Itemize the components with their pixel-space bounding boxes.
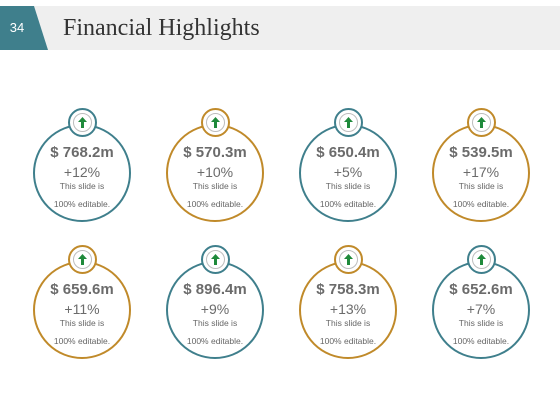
- badge: [467, 108, 496, 137]
- metric-note: This slide is: [325, 181, 371, 191]
- metric-ring: [33, 124, 131, 222]
- badge: [201, 245, 230, 274]
- metric-note: This slide is: [325, 318, 371, 328]
- metric-amount: $ 650.4m: [316, 144, 380, 161]
- title-bar: [0, 6, 560, 50]
- up-arrow-icon: [78, 254, 87, 265]
- metric-change: +12%: [63, 164, 101, 180]
- metric-amount: $ 539.5m: [449, 144, 513, 161]
- metric-note: 100% editable.: [53, 199, 111, 209]
- metric-change: +5%: [333, 164, 363, 180]
- badge: [201, 108, 230, 137]
- metric-card: $ 650.4m +5% This slide is 100% editable…: [299, 108, 397, 222]
- metric-change: +9%: [200, 301, 230, 317]
- metric-card: $ 758.3m +13% This slide is 100% editabl…: [299, 245, 397, 359]
- slide-number-tab: [0, 6, 48, 50]
- metric-note: 100% editable.: [319, 199, 377, 209]
- up-arrow-icon: [211, 254, 220, 265]
- metric-change: +17%: [462, 164, 500, 180]
- metric-amount: $ 570.3m: [183, 144, 247, 161]
- up-arrow-icon: [344, 254, 353, 265]
- metric-change: +13%: [329, 301, 367, 317]
- metric-note: 100% editable.: [452, 199, 510, 209]
- metric-card: $ 768.2m +12% This slide is 100% editabl…: [33, 108, 131, 222]
- metric-amount: $ 758.3m: [316, 281, 380, 298]
- metric-note: 100% editable.: [186, 199, 244, 209]
- metric-ring: [33, 261, 131, 359]
- metric-card: $ 659.6m +11% This slide is 100% editabl…: [33, 245, 131, 359]
- badge: [467, 245, 496, 274]
- slide-title: Financial Highlights: [63, 15, 260, 41]
- metric-card: $ 539.5m +17% This slide is 100% editabl…: [432, 108, 530, 222]
- metric-amount: $ 768.2m: [50, 144, 114, 161]
- metric-note: This slide is: [59, 181, 105, 191]
- badge: [334, 108, 363, 137]
- metric-card: $ 896.4m +9% This slide is 100% editable…: [166, 245, 264, 359]
- up-arrow-icon: [211, 117, 220, 128]
- metric-note: 100% editable.: [186, 336, 244, 346]
- up-arrow-icon: [78, 117, 87, 128]
- metric-change: +11%: [64, 301, 100, 317]
- slide-number: 34: [9, 20, 25, 35]
- badge: [68, 108, 97, 137]
- up-arrow-icon: [477, 117, 486, 128]
- metric-ring: [166, 124, 264, 222]
- metric-card: $ 570.3m +10% This slide is 100% editabl…: [166, 108, 264, 222]
- metric-ring: [166, 261, 264, 359]
- metric-note: 100% editable.: [452, 336, 510, 346]
- metric-amount: $ 896.4m: [183, 281, 247, 298]
- metric-note: This slide is: [458, 318, 504, 328]
- metric-note: This slide is: [458, 181, 504, 191]
- up-arrow-icon: [344, 117, 353, 128]
- metric-ring: [432, 261, 530, 359]
- metric-note: This slide is: [192, 318, 238, 328]
- metric-card: $ 652.6m +7% This slide is 100% editable…: [432, 245, 530, 359]
- metric-change: +10%: [196, 164, 234, 180]
- metric-amount: $ 652.6m: [449, 281, 513, 298]
- metric-ring: [432, 124, 530, 222]
- metric-change: +7%: [466, 301, 496, 317]
- up-arrow-icon: [477, 254, 486, 265]
- badge: [68, 245, 97, 274]
- metric-note: 100% editable.: [319, 336, 377, 346]
- metric-amount: $ 659.6m: [50, 281, 114, 298]
- metric-note: 100% editable.: [53, 336, 111, 346]
- metric-ring: [299, 261, 397, 359]
- metric-note: This slide is: [192, 181, 238, 191]
- badge: [334, 245, 363, 274]
- metric-note: This slide is: [59, 318, 105, 328]
